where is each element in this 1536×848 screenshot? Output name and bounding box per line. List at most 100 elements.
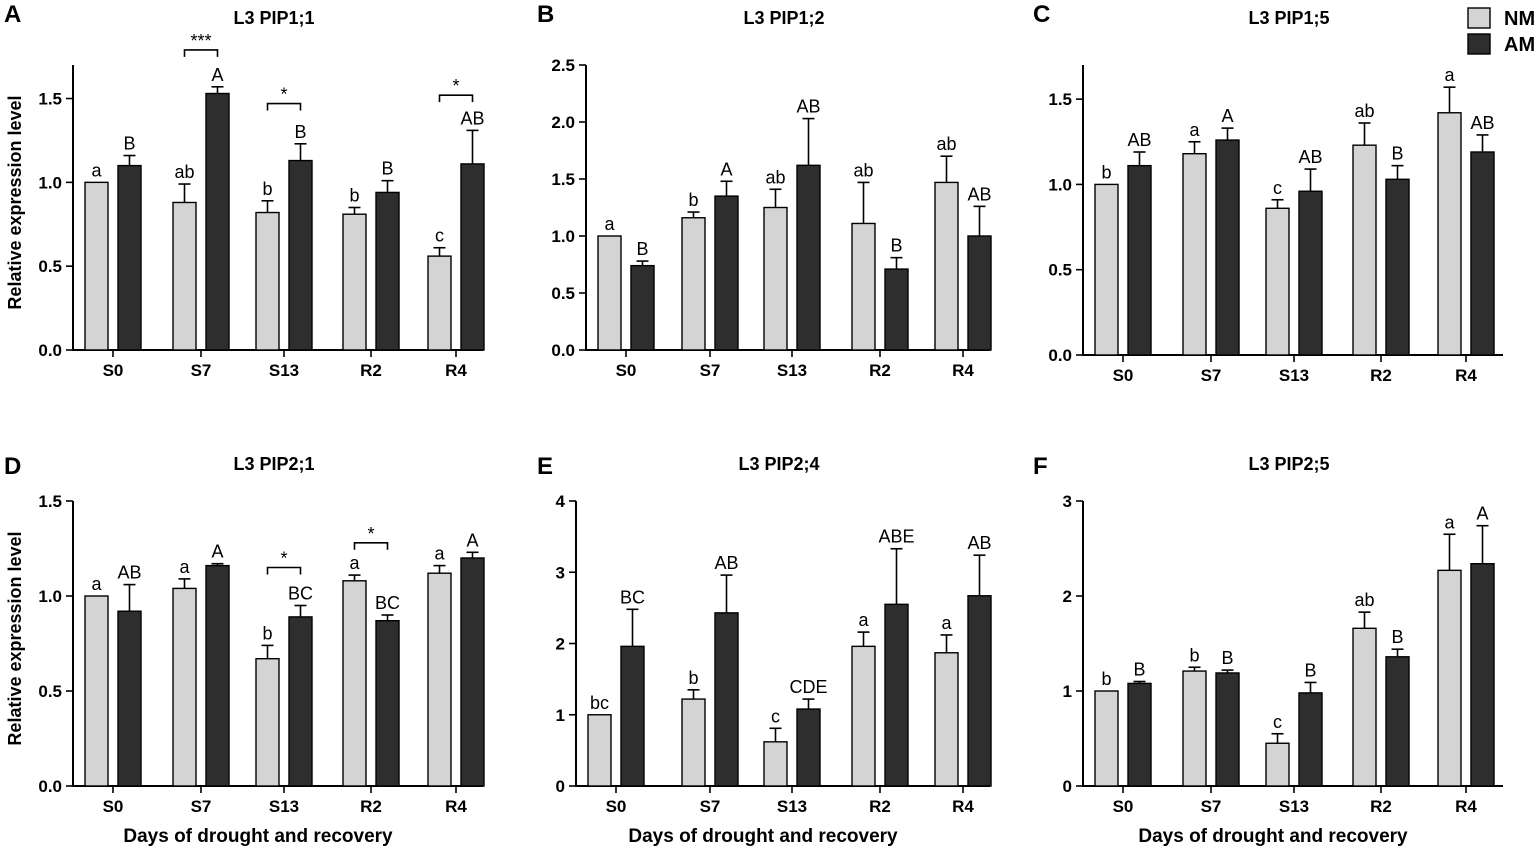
- significance-letter: bc: [590, 693, 609, 713]
- significance-letter: b: [262, 179, 272, 199]
- significance-letter: B: [1391, 144, 1403, 164]
- x-tick-label: R2: [360, 797, 382, 816]
- significance-letter: B: [890, 236, 902, 256]
- panels: A L3 PIP1;10.00.51.01.5S0aBS7abAS13bBR2bB…: [4, 1, 1503, 847]
- significance-bracket: [266, 566, 302, 575]
- x-tick-label: R4: [445, 361, 467, 380]
- chart-title: L3 PIP1;5: [1248, 8, 1329, 28]
- panel-letter: B: [537, 1, 554, 28]
- y-tick-label: 1.5: [551, 170, 575, 189]
- significance-letter: B: [123, 134, 135, 154]
- chart-panel-e: E L3 PIP2;4 0 1 2 3 4 S0 bc BC S7 b AB S13 c CDE R2 a ABE R…: [537, 453, 992, 847]
- bar-nm-s0: [84, 181, 109, 351]
- bar-nm-r2: [1352, 144, 1377, 356]
- chart-title: L3 PIP1;2: [743, 8, 824, 28]
- significance-letter: a: [349, 553, 360, 573]
- significance-letter: BC: [375, 593, 400, 613]
- significance-letter: a: [604, 214, 615, 234]
- bar-nm-s13: [1265, 742, 1290, 787]
- y-tick-label: 0.5: [551, 284, 575, 303]
- x-tick-label: S0: [606, 797, 627, 816]
- significance-letter: AB: [967, 533, 991, 553]
- significance-letter: B: [1221, 648, 1233, 668]
- bar-am-r2: [375, 620, 400, 787]
- x-tick-label: R4: [1455, 366, 1477, 385]
- y-tick-label: 1.0: [551, 227, 575, 246]
- x-tick-label: S7: [191, 361, 212, 380]
- bar-nm-s13: [763, 741, 788, 787]
- x-tick-label: R4: [952, 797, 974, 816]
- x-tick-label: S13: [269, 797, 299, 816]
- bar-nm-r2: [342, 580, 367, 787]
- y-tick-label: 0.5: [1048, 261, 1072, 280]
- significance-letter: b: [262, 623, 272, 643]
- significance-letter: AB: [117, 563, 141, 583]
- significance-bracket: [183, 49, 219, 57]
- significance-letter: ab: [936, 134, 956, 154]
- chart-title: L3 PIP2;4: [738, 454, 819, 474]
- chart-title: L3 PIP1;1: [233, 8, 314, 28]
- significance-letter: ab: [1354, 590, 1374, 610]
- significance-letter: B: [1304, 660, 1316, 680]
- bar-am-r4: [1470, 563, 1495, 787]
- y-tick-label: 0: [556, 777, 565, 796]
- bar-nm-s0: [84, 595, 109, 787]
- significance-letter: A: [211, 542, 223, 562]
- significance-letter: b: [688, 668, 698, 688]
- bar-am-r4: [967, 235, 992, 351]
- bar-nm-r2: [1352, 627, 1377, 787]
- y-tick-label: 1.0: [38, 173, 62, 192]
- y-tick-label: 0.5: [38, 257, 62, 276]
- significance-letter: a: [941, 613, 952, 633]
- y-tick-label: 0.5: [38, 682, 62, 701]
- y-tick-label: 0.0: [38, 341, 62, 360]
- chart-panel-b: B L3 PIP1;2 0.0 0.5 1.0 1.5 2.0 2.5 S0 a B S7 b A S13 a…: [537, 1, 992, 380]
- y-tick-label: 1.5: [38, 90, 62, 109]
- significance-letter: A: [466, 530, 478, 550]
- bar-nm-r4: [1437, 112, 1462, 356]
- significance-letter: A: [1221, 106, 1233, 126]
- significance-letter: B: [1133, 660, 1145, 680]
- x-tick-label: R2: [869, 797, 891, 816]
- significance-letter: A: [211, 65, 223, 85]
- bar-am-s7: [714, 195, 739, 351]
- x-tick-label: R2: [1370, 366, 1392, 385]
- bar-am-r4: [1470, 151, 1495, 356]
- y-tick-label: 1: [556, 706, 565, 725]
- significance-letter: a: [1189, 120, 1200, 140]
- bar-am-s0: [1127, 682, 1152, 787]
- y-axis-label: Relative expression level: [5, 531, 25, 745]
- y-tick-label: 0.0: [1048, 346, 1072, 365]
- x-tick-label: S13: [1279, 366, 1309, 385]
- x-tick-label: S7: [700, 361, 721, 380]
- bar-nm-r2: [851, 222, 876, 351]
- x-tick-label: S7: [191, 797, 212, 816]
- y-tick-label: 1.5: [38, 492, 62, 511]
- chart-panel-d: D L3 PIP2;1 0.0 0.5 1.0 1.5 S0 a AB S7 a A S13 b BC R2 a…: [4, 453, 485, 847]
- x-axis-label: Days of drought and recovery: [628, 826, 898, 847]
- legend-swatch-nm: [1467, 7, 1491, 29]
- bar-am-r2: [884, 268, 909, 351]
- x-tick-label: S13: [777, 361, 807, 380]
- significance-letter: B: [381, 159, 393, 179]
- bar-am-s7: [1215, 672, 1240, 787]
- bar-am-r2: [884, 603, 909, 787]
- significance-letter: AB: [967, 184, 991, 204]
- x-tick-label: R4: [952, 361, 974, 380]
- y-tick-label: 0.0: [38, 777, 62, 796]
- bar-nm-r4: [427, 255, 452, 351]
- bar-nm-s7: [1182, 153, 1207, 356]
- significance-letter: a: [91, 160, 102, 180]
- significance-letter: b: [1101, 162, 1111, 182]
- y-tick-label: 3: [556, 563, 565, 582]
- y-tick-label: 2: [1063, 587, 1072, 606]
- bar-am-s0: [1127, 164, 1152, 356]
- x-tick-label: S13: [269, 361, 299, 380]
- bar-am-s7: [205, 92, 230, 351]
- bar-am-s13: [796, 164, 821, 351]
- significance-stars: *: [280, 85, 287, 105]
- y-tick-label: 2.5: [551, 56, 575, 75]
- y-tick-label: 1.5: [1048, 90, 1072, 109]
- bar-am-s13: [796, 708, 821, 787]
- x-tick-label: S7: [1201, 366, 1222, 385]
